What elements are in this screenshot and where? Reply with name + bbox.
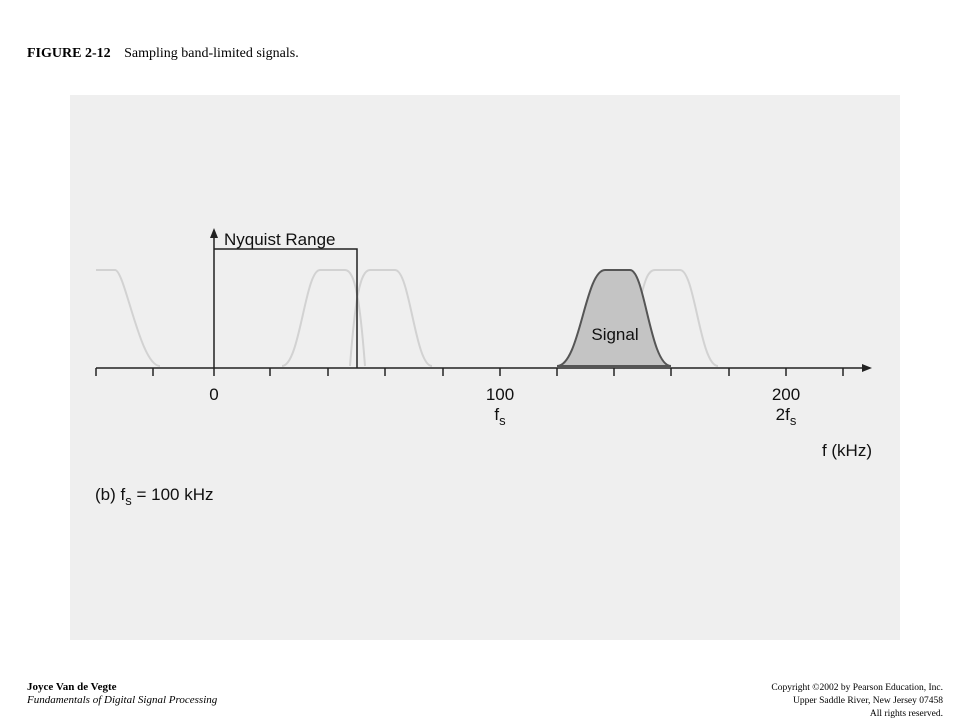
label-sub: s [499, 413, 506, 428]
tick-labels: 0 100 fs 200 2fs [209, 385, 800, 428]
panel-sub: s [125, 493, 132, 508]
label-main: 2f [776, 405, 790, 424]
alias-mid-a [281, 269, 366, 367]
axis-ticks [95, 368, 844, 376]
alias-images [96, 269, 719, 367]
panel-prefix: (b) f [95, 485, 126, 504]
tick-label: 200 [772, 385, 800, 404]
tick-sub-label: 2fs [776, 405, 797, 428]
nyquist-label: Nyquist Range [224, 230, 336, 249]
nyquist-box [213, 232, 358, 368]
signal-shape [556, 269, 672, 367]
tick-label: 0 [209, 385, 218, 404]
label-sub: s [790, 413, 797, 428]
footer-copyright: Copyright ©2002 by Pearson Education, In… [771, 682, 943, 693]
tick-label: 100 [486, 385, 514, 404]
footer-rights: All rights reserved. [870, 709, 943, 719]
tick-sub-label: fs [494, 405, 506, 428]
alias-mid-b [349, 269, 433, 367]
footer-book: Fundamentals of Digital Signal Processin… [26, 694, 218, 706]
alias-left [96, 269, 161, 367]
footer-address: Upper Saddle River, New Jersey 07458 [793, 696, 943, 706]
figure-title: FIGURE 2-12 Sampling band-limited signal… [27, 46, 299, 61]
figure-caption: Sampling band-limited signals. [124, 46, 299, 61]
axis-arrow [862, 364, 872, 372]
alias-right [639, 269, 719, 367]
axis-label: f (kHz) [822, 441, 872, 460]
signal-label: Signal [591, 325, 638, 344]
footer-author: Joyce Van de Vegte [27, 681, 117, 693]
panel-rest: = 100 kHz [132, 485, 214, 504]
figure-number: FIGURE 2-12 [27, 46, 111, 61]
label-main: f [494, 405, 499, 424]
panel-label: (b) fs = 100 kHz [95, 485, 213, 508]
nyquist-arrow [210, 228, 218, 238]
